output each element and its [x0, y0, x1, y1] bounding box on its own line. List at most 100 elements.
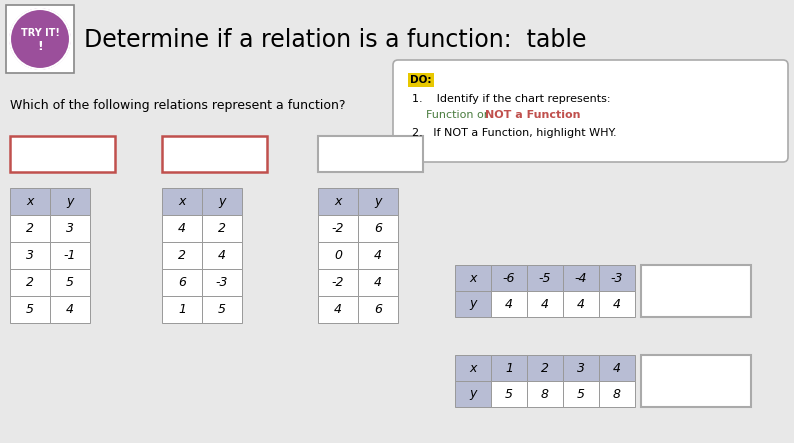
Text: 4: 4: [334, 303, 342, 316]
Text: x: x: [334, 195, 341, 208]
Text: x: x: [26, 195, 33, 208]
Text: 5: 5: [577, 388, 585, 400]
Text: 1: 1: [505, 361, 513, 374]
Text: y: y: [469, 298, 476, 311]
Text: y: y: [469, 388, 476, 400]
Text: 1: 1: [178, 303, 186, 316]
Text: 4: 4: [66, 303, 74, 316]
Text: 3: 3: [66, 222, 74, 235]
Text: 0: 0: [334, 249, 342, 262]
Bar: [527, 381, 563, 407]
Bar: [599, 381, 635, 407]
Bar: [162, 188, 202, 215]
Bar: [527, 355, 563, 381]
Text: y: y: [218, 195, 225, 208]
Bar: [10, 242, 50, 269]
Bar: [50, 296, 90, 323]
Bar: [162, 215, 202, 242]
Bar: [455, 291, 491, 317]
Bar: [563, 381, 599, 407]
Text: x: x: [179, 195, 186, 208]
Bar: [6, 5, 74, 73]
Bar: [563, 265, 599, 291]
Text: 4: 4: [613, 298, 621, 311]
Text: -4: -4: [575, 272, 588, 284]
Bar: [318, 188, 358, 215]
Bar: [202, 215, 242, 242]
Text: 2: 2: [541, 361, 549, 374]
Bar: [162, 242, 202, 269]
Bar: [202, 242, 242, 269]
Text: 5: 5: [218, 303, 226, 316]
Text: 2.   If NOT a Function, highlight WHY.: 2. If NOT a Function, highlight WHY.: [412, 128, 617, 138]
Bar: [50, 242, 90, 269]
Bar: [202, 296, 242, 323]
Text: 4: 4: [374, 249, 382, 262]
Text: y: y: [67, 195, 74, 208]
Bar: [491, 381, 527, 407]
Text: -6: -6: [503, 272, 515, 284]
Bar: [358, 296, 398, 323]
Bar: [50, 269, 90, 296]
Text: 4: 4: [218, 249, 226, 262]
Text: Determine if a relation is a function:  table: Determine if a relation is a function: t…: [84, 28, 587, 52]
Bar: [162, 296, 202, 323]
Bar: [162, 269, 202, 296]
Bar: [408, 73, 434, 87]
FancyBboxPatch shape: [393, 60, 788, 162]
Text: 4: 4: [505, 298, 513, 311]
Text: 4: 4: [577, 298, 585, 311]
Text: NOT a Function: NOT a Function: [485, 110, 580, 120]
Circle shape: [10, 9, 70, 69]
Bar: [563, 355, 599, 381]
Text: 4: 4: [178, 222, 186, 235]
Bar: [318, 242, 358, 269]
Bar: [358, 269, 398, 296]
Text: 3: 3: [26, 249, 34, 262]
Text: 2: 2: [26, 222, 34, 235]
Text: x: x: [469, 272, 476, 284]
Text: 3: 3: [577, 361, 585, 374]
Bar: [358, 242, 398, 269]
Text: 6: 6: [178, 276, 186, 289]
Text: 4: 4: [541, 298, 549, 311]
Text: Which of the following relations represent a function?: Which of the following relations represe…: [10, 98, 345, 112]
Text: -3: -3: [611, 272, 623, 284]
Bar: [455, 265, 491, 291]
Bar: [318, 296, 358, 323]
Bar: [202, 188, 242, 215]
Bar: [50, 188, 90, 215]
Text: -1: -1: [64, 249, 76, 262]
Bar: [491, 265, 527, 291]
Text: 6: 6: [374, 222, 382, 235]
Text: -2: -2: [332, 276, 345, 289]
Text: 5: 5: [66, 276, 74, 289]
Bar: [641, 265, 751, 317]
Text: 5: 5: [26, 303, 34, 316]
Bar: [455, 381, 491, 407]
Bar: [641, 355, 751, 407]
Bar: [50, 215, 90, 242]
Text: x: x: [469, 361, 476, 374]
Bar: [527, 291, 563, 317]
Bar: [599, 355, 635, 381]
Text: 2: 2: [178, 249, 186, 262]
Text: 1.    Identify if the chart represents:: 1. Identify if the chart represents:: [412, 94, 611, 104]
Text: -5: -5: [539, 272, 551, 284]
Bar: [318, 269, 358, 296]
Bar: [599, 291, 635, 317]
Bar: [10, 269, 50, 296]
Text: -3: -3: [216, 276, 228, 289]
Text: 5: 5: [505, 388, 513, 400]
Bar: [455, 355, 491, 381]
Bar: [358, 188, 398, 215]
Text: 6: 6: [374, 303, 382, 316]
Text: 8: 8: [541, 388, 549, 400]
Bar: [599, 265, 635, 291]
Bar: [491, 291, 527, 317]
Bar: [318, 215, 358, 242]
Text: 2: 2: [218, 222, 226, 235]
Bar: [10, 296, 50, 323]
Text: TRY IT!: TRY IT!: [21, 28, 60, 38]
Text: !: !: [37, 39, 43, 53]
